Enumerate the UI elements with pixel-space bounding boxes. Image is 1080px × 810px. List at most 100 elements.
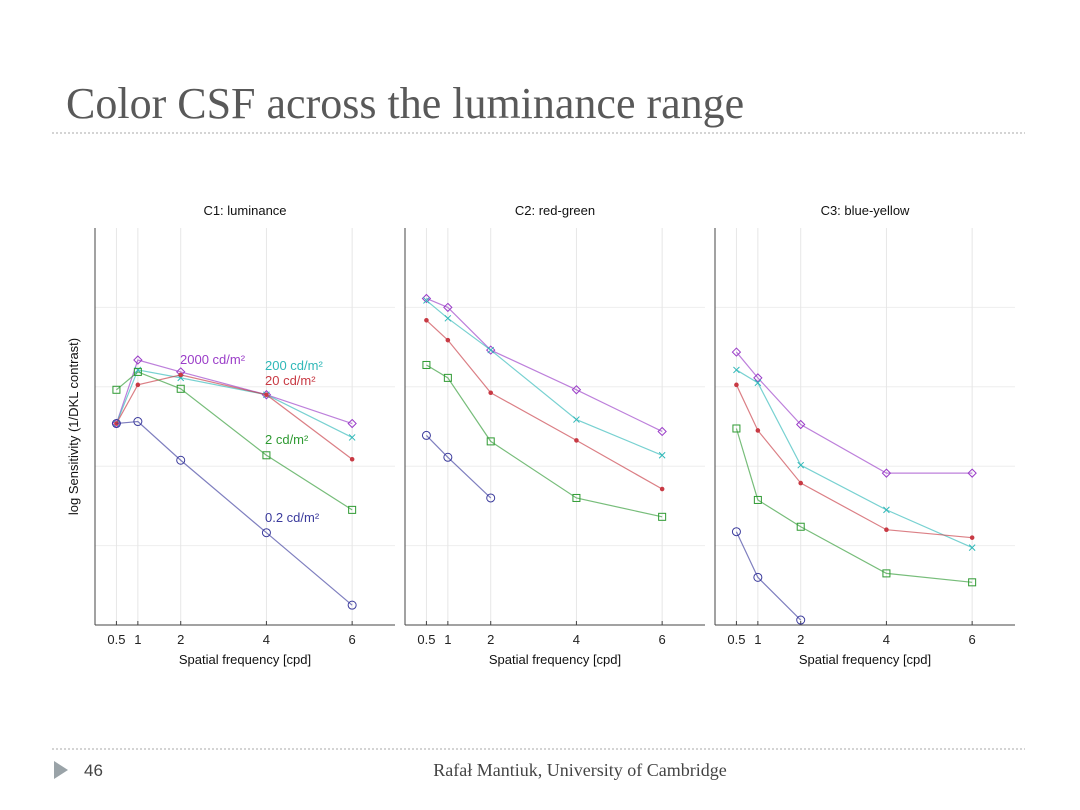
series-line <box>426 297 663 433</box>
series-line <box>735 384 973 539</box>
marker <box>443 452 453 462</box>
x-tick-label: 0.5 <box>107 632 125 647</box>
marker <box>486 437 495 446</box>
x-axis-label: Spatial frequency [cpd] <box>179 652 311 667</box>
chart-title: C3: blue-yellow <box>821 203 910 218</box>
marker <box>261 390 272 400</box>
series-line <box>426 319 663 490</box>
marker <box>422 360 431 369</box>
marker <box>176 384 185 393</box>
marker <box>731 527 741 537</box>
series-line <box>426 435 492 499</box>
marker <box>796 522 805 531</box>
marker <box>968 578 977 587</box>
y-axis-label: log Sensitivity (1/DKL contrast) <box>66 338 81 515</box>
series-line <box>115 374 353 460</box>
x-tick-label: 4 <box>263 632 270 647</box>
marker <box>574 438 579 443</box>
marker <box>572 493 581 502</box>
marker <box>753 572 763 582</box>
footer-author: Rafał Mantiuk, University of Cambridge <box>433 760 726 780</box>
marker <box>133 367 142 376</box>
x-tick-label: 6 <box>969 632 976 647</box>
x-tick-label: 4 <box>883 632 890 647</box>
series-label: 2 cd/m² <box>265 432 309 447</box>
marker <box>755 428 761 433</box>
chart-title: C1: luminance <box>203 203 286 218</box>
series-label: 0.2 cd/m² <box>265 510 320 525</box>
charts: 0.5 1 2 4 6 C1: luminance Spatial frequency [c… <box>66 203 1015 667</box>
series-label: 200 cd/m² <box>265 358 323 373</box>
marker <box>349 456 355 462</box>
series-line <box>115 359 353 425</box>
marker <box>796 615 806 625</box>
x-tick-label: 6 <box>659 632 666 647</box>
x-tick-label: 6 <box>349 632 356 647</box>
page-number: 46 <box>84 761 103 780</box>
marker <box>133 417 143 427</box>
marker <box>881 468 892 478</box>
marker <box>733 366 740 374</box>
series-line <box>116 420 353 606</box>
series-label: 2000 cd/m² <box>180 352 246 367</box>
x-tick-label: 0.5 <box>417 632 435 647</box>
marker <box>797 461 805 469</box>
marker <box>348 505 357 514</box>
marker <box>111 419 121 429</box>
marker <box>444 314 452 322</box>
marker <box>421 430 431 440</box>
marker <box>731 347 742 357</box>
marker <box>753 373 763 383</box>
marker <box>658 512 667 521</box>
series-line <box>426 364 663 518</box>
series-line <box>736 369 973 549</box>
marker <box>262 451 271 460</box>
marker <box>486 493 496 503</box>
x-tick-label: 1 <box>754 632 761 647</box>
marker <box>133 355 143 365</box>
series-line <box>116 371 353 511</box>
marker <box>176 455 186 465</box>
marker <box>261 528 271 538</box>
marker <box>753 495 762 504</box>
series-label: 20 cd/m² <box>265 373 316 388</box>
marker <box>658 451 666 459</box>
marker <box>487 346 495 354</box>
x-tick-label: 0.5 <box>727 632 745 647</box>
marker <box>135 382 141 388</box>
marker <box>968 544 976 551</box>
marker <box>967 468 977 478</box>
marker <box>347 600 357 610</box>
marker <box>178 372 184 378</box>
series-line <box>735 428 973 583</box>
marker <box>264 392 269 398</box>
marker <box>882 569 891 578</box>
marker <box>659 486 665 492</box>
x-tick-label: 2 <box>797 632 804 647</box>
x-tick-label: 2 <box>487 632 494 647</box>
marker <box>884 527 889 533</box>
marker <box>734 382 739 388</box>
chart-title: C2: red-green <box>515 203 595 218</box>
x-tick-label: 1 <box>134 632 141 647</box>
series-line <box>735 531 802 621</box>
marker <box>571 385 582 395</box>
marker <box>969 535 975 540</box>
marker <box>424 318 429 323</box>
marker <box>732 424 741 433</box>
marker <box>573 416 580 423</box>
marker <box>445 337 451 343</box>
x-tick-label: 2 <box>177 632 184 647</box>
series-line <box>735 351 973 474</box>
marker <box>657 426 667 437</box>
x-tick-label: 4 <box>573 632 580 647</box>
x-tick-label: 1 <box>444 632 451 647</box>
marker <box>443 302 453 313</box>
marker <box>112 385 121 394</box>
marker <box>488 390 494 396</box>
marker <box>443 373 452 382</box>
x-axis-label: Spatial frequency [cpd] <box>489 652 621 667</box>
marker <box>883 506 890 514</box>
